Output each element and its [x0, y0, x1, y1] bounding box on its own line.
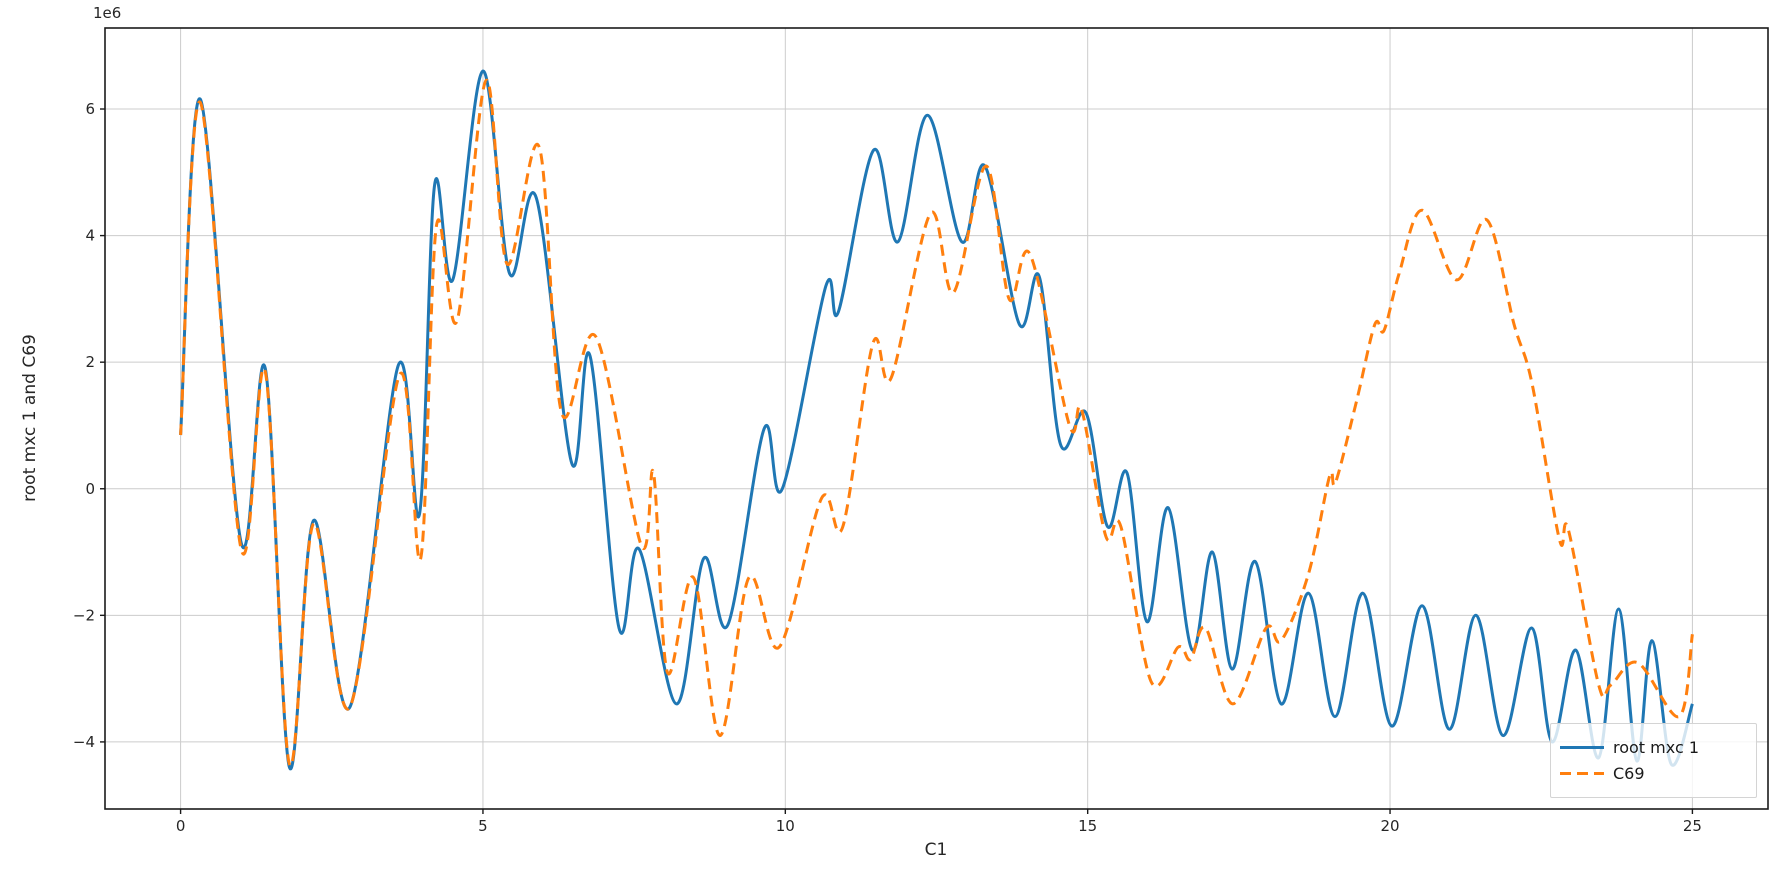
y-tick-label: 0 — [85, 480, 95, 498]
y-tick-label: 2 — [85, 353, 95, 371]
x-tick-label: 20 — [1380, 817, 1399, 835]
x-tick-label: 5 — [478, 817, 488, 835]
legend-label: C69 — [1613, 764, 1645, 783]
y-tick-label: 6 — [85, 100, 95, 118]
legend-label: root mxc 1 — [1613, 738, 1699, 757]
legend-entry-c69: C69 — [1560, 764, 1746, 783]
axes-spines — [104, 27, 1769, 810]
x-tick-label: 25 — [1683, 817, 1702, 835]
legend-line-sample-dashed — [1560, 772, 1604, 775]
y-tick-label: −4 — [73, 733, 95, 751]
series-line-c69 — [179, 78, 1694, 768]
legend: root mxc 1 C69 — [1550, 723, 1757, 798]
x-tick-label: 0 — [176, 817, 186, 835]
y-tick-label: 4 — [85, 227, 95, 245]
y-axis-label: root mxc 1 and C69 — [20, 334, 40, 502]
x-tick-label: 10 — [776, 817, 795, 835]
y-axis-offset-text: 1e6 — [93, 4, 122, 22]
series-line-root-mxc-1 — [179, 69, 1694, 771]
x-axis-label: C1 — [924, 840, 948, 860]
legend-entry-root-mxc-1: root mxc 1 — [1560, 738, 1746, 757]
legend-line-sample-solid — [1560, 746, 1604, 749]
tick-marks — [100, 108, 1694, 814]
grid-lines — [105, 28, 1768, 809]
data-series — [179, 69, 1694, 771]
x-tick-label: 15 — [1078, 817, 1097, 835]
y-tick-label: −2 — [73, 606, 95, 624]
